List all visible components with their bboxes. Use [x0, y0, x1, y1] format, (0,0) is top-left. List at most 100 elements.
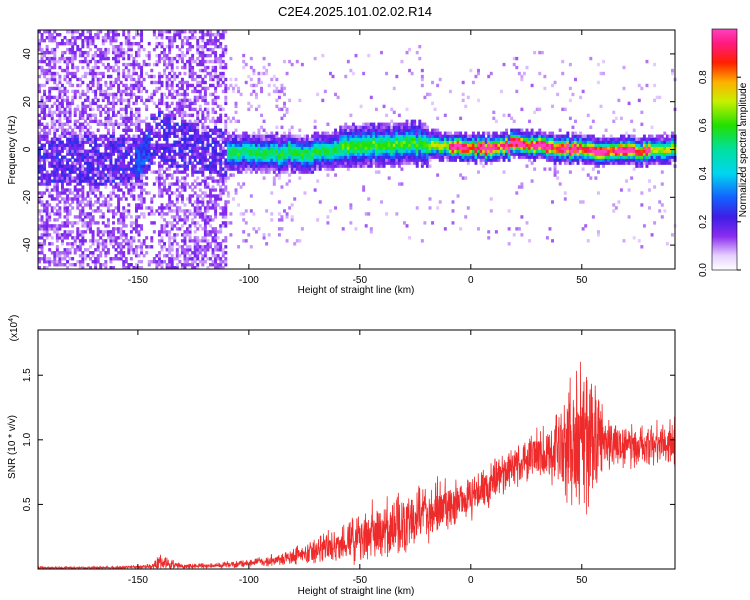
spectrogram-cell-4792 — [428, 131, 432, 135]
spectrogram-cell-3966 — [295, 167, 299, 171]
spectrogram-cell-1456 — [114, 248, 118, 252]
spectrogram-cell-4925 — [459, 140, 463, 144]
spectrogram-cell-1853 — [134, 158, 138, 162]
spectrogram-cell-4435 — [372, 122, 376, 126]
spectrogram-cell-1469 — [114, 167, 118, 171]
spectrogram-cell-1474 — [114, 146, 118, 150]
spectrogram-cell-2727 — [186, 38, 189, 43]
spectrogram-cell-848 — [81, 200, 85, 204]
spectrogram-cell-2816 — [191, 56, 195, 61]
spectrogram-cell-4128 — [323, 149, 327, 153]
spectrogram-cell-2938 — [198, 167, 202, 171]
spectrogram-cell-3930 — [288, 98, 292, 103]
spectrogram-cell-2247 — [160, 95, 164, 100]
spectrogram-cell-117 — [43, 167, 47, 171]
spectrogram-cell-1423 — [112, 152, 115, 156]
spectrogram-cell-2297 — [163, 50, 167, 55]
spectrogram-cell-323 — [53, 110, 57, 115]
spectrogram-cell-68 — [40, 170, 44, 174]
spectrogram-cell-4713 — [418, 158, 422, 162]
spectrogram-cell-1415 — [112, 188, 115, 192]
spectrogram-cell-3554 — [239, 155, 243, 159]
spectrogram-cell-1953 — [140, 185, 144, 189]
spectrogram-cell-4682 — [413, 161, 417, 165]
spectrogram-cell-3757 — [267, 167, 271, 171]
spectrogram-cell-3938 — [290, 161, 294, 165]
spectrogram-cell-2020 — [145, 236, 149, 240]
spectrogram-cell-579 — [66, 95, 70, 100]
spectrogram-cell-907 — [83, 161, 87, 165]
spectrogram-cell-3533 — [237, 164, 241, 168]
spectrogram-cell-3534 — [237, 161, 241, 165]
spectrogram-cell-870 — [81, 125, 85, 129]
spectrogram-cell-711 — [73, 143, 77, 147]
spectrogram-cell-305 — [53, 170, 57, 174]
spectrogram-cell-3353 — [219, 56, 223, 61]
spectrogram-cell-1136 — [96, 227, 100, 231]
spectrogram-cell-3409 — [224, 215, 228, 219]
spectrogram-cell-3414 — [224, 200, 228, 204]
spectrogram-cell-858 — [81, 167, 85, 171]
spectrogram-cell-3715 — [260, 71, 264, 76]
spectrogram-cell-1435 — [112, 110, 115, 115]
spectrogram-cell-2784 — [191, 218, 195, 222]
spectrogram-cell-3834 — [277, 173, 281, 177]
spectrogram-cell-4855 — [443, 152, 447, 156]
spectrogram-cell-4927 — [459, 134, 463, 138]
spectrogram-cell-3220 — [214, 230, 218, 234]
spectrogram-cell-991 — [89, 206, 92, 210]
spectrogram-cell-2767 — [188, 68, 192, 73]
spectrogram-cell-2927 — [198, 239, 202, 243]
spectrogram-cell-2401 — [168, 38, 172, 43]
spectrogram-cell-2854 — [193, 134, 197, 138]
spectrogram-cell-1950 — [140, 194, 144, 198]
spectrogram-cell-4870 — [446, 140, 450, 144]
spectrogram-cell-1797 — [132, 221, 136, 225]
spectrogram-cell-2217 — [160, 245, 164, 249]
spectrogram-cell-108 — [43, 221, 47, 225]
spectrogram-cell-725 — [73, 74, 77, 79]
spectrogram-cell-1636 — [122, 89, 126, 94]
spectrogram-cell-1085 — [94, 260, 98, 264]
spectrogram-cell-2985 — [201, 161, 205, 165]
spectrogram-cell-563 — [66, 158, 70, 162]
spectrogram-cell-129 — [43, 128, 47, 132]
spectrogram-cell-3389 — [221, 80, 225, 85]
spectrogram-cell-4109 — [321, 161, 325, 165]
spectrogram-cell-1968 — [140, 140, 144, 144]
spectrogram-cell-2443 — [170, 80, 174, 85]
spectrogram-cell-1676 — [124, 122, 128, 126]
spectrogram-cell-1596 — [122, 266, 126, 270]
spectrogram-cell-3934 — [290, 203, 294, 207]
spectrogram-cell-979 — [89, 266, 92, 270]
spectrogram-cell-2039 — [145, 122, 149, 126]
spectrogram-cell-1666 — [124, 164, 128, 168]
spectrogram-cell-1569 — [119, 167, 123, 171]
spectrogram-cell-1179 — [99, 251, 103, 255]
spectrogram-cell-944 — [86, 176, 90, 180]
spectrogram-cell-1823 — [132, 68, 136, 73]
spectrogram-cell-1508 — [117, 206, 121, 210]
spectrogram-cell-2897 — [196, 146, 200, 150]
spectrogram-cell-1397 — [109, 65, 113, 70]
spectrogram-cell-4741 — [420, 131, 424, 135]
spectrogram-cell-1148 — [96, 167, 100, 171]
spectrogram-cell-2879 — [196, 239, 200, 243]
spectrogram-cell-3964 — [293, 134, 297, 138]
spectrogram-cell-1293 — [104, 110, 108, 115]
spectrogram-cell-4828 — [436, 131, 440, 135]
spectrogram-cell-4199 — [336, 158, 340, 162]
spectrogram-cell-3040 — [203, 179, 207, 183]
spectrogram-cell-4747 — [420, 74, 424, 79]
spectrogram-cell-3977 — [295, 134, 299, 138]
spectrogram-cell-3709 — [260, 134, 264, 138]
spectrogram-cell-4340 — [359, 152, 363, 156]
spectrogram-cell-1941 — [140, 245, 144, 249]
spectrogram-cell-750 — [76, 188, 80, 192]
spectrogram-cell-3010 — [201, 56, 205, 61]
spectrogram-cell-3075 — [206, 257, 210, 261]
spectrogram-cell-3798 — [272, 152, 276, 156]
spectrogram-cell-3830 — [277, 218, 281, 222]
spectrogram-cell-1704 — [127, 209, 131, 213]
spectrogram-cell-1022 — [89, 80, 92, 85]
